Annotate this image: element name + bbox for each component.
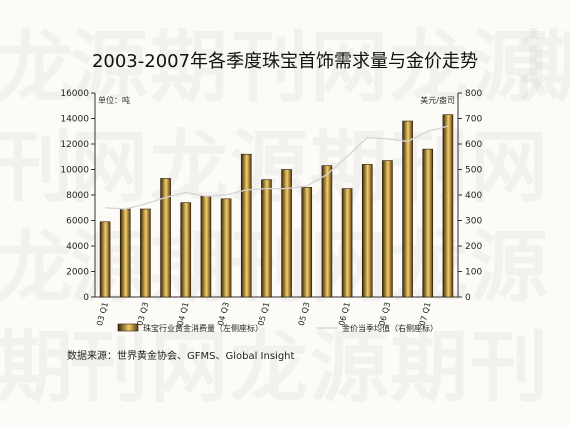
left-tick-label: 0 xyxy=(83,293,89,303)
bar xyxy=(140,208,151,298)
bar xyxy=(422,148,434,298)
right-tick-label: 400 xyxy=(465,191,482,201)
bar xyxy=(442,114,454,298)
legend-bar-swatch xyxy=(117,323,139,332)
bar xyxy=(261,179,272,298)
bar xyxy=(160,178,171,298)
bar xyxy=(281,169,292,298)
right-tick-label: 600 xyxy=(465,140,482,150)
bar xyxy=(321,165,333,298)
right-tick-label: 500 xyxy=(465,166,482,176)
left-tick-label: 14000 xyxy=(60,115,89,125)
price-line xyxy=(105,125,449,210)
right-tick-label: 300 xyxy=(465,217,482,227)
legend-bar-label: 珠宝行业黄金消费量（左侧座标） xyxy=(143,323,263,333)
left-tick-label: 2000 xyxy=(66,268,89,278)
right-tick-label: 200 xyxy=(465,242,482,252)
left-tick-label: 6000 xyxy=(66,217,89,227)
bar xyxy=(99,221,111,298)
bar xyxy=(240,153,252,298)
right-tick-label: 100 xyxy=(465,268,482,278)
bar xyxy=(200,195,212,298)
bar xyxy=(382,160,393,298)
left-tick-label: 8000 xyxy=(66,191,89,201)
axes: 0 2000 4000 6000 8000 10000 12000 14000 16000 0 10… xyxy=(60,89,482,303)
right-tick-label: 800 xyxy=(465,89,482,99)
bar xyxy=(180,202,192,298)
bar xyxy=(220,198,232,298)
left-tick-label: 16000 xyxy=(60,89,89,99)
bar xyxy=(341,188,353,298)
legend-line-label: 金价当季均值（右侧座标） xyxy=(342,323,438,333)
x-tick-label: 07 Q1 xyxy=(418,301,433,327)
bar xyxy=(119,208,131,298)
chart-title: 2003-2007年各季度珠宝首饰需求量与金价走势 xyxy=(92,51,478,72)
legend: 珠宝行业黄金消费量（左侧座标） 金价当季均值（右侧座标） xyxy=(117,323,438,333)
right-axis-unit: 美元/盎司 xyxy=(420,95,455,105)
x-tick-label: 04 Q3 xyxy=(216,301,231,327)
x-tick-label: 03 Q1 xyxy=(95,301,110,327)
x-tick-label: 05 Q3 xyxy=(297,301,312,327)
x-tick-label: 04 Q1 xyxy=(176,301,191,327)
x-tick-label: 06 Q1 xyxy=(337,301,352,327)
x-tick-label: 06 Q3 xyxy=(377,301,392,327)
left-axis-unit: 单位：吨 xyxy=(98,95,130,105)
right-tick-label: 0 xyxy=(465,293,471,303)
bar xyxy=(301,187,313,298)
x-tick-label: 05 Q1 xyxy=(256,301,271,327)
tick-labels: 03 Q1 03 Q3 04 Q1 04 Q3 05 Q1 05 Q3 06 Q1 06 Q3… xyxy=(95,301,433,327)
bar-series xyxy=(99,114,454,298)
right-tick-label: 700 xyxy=(465,115,482,125)
left-tick-label: 12000 xyxy=(60,140,89,150)
price-line-series xyxy=(105,125,449,210)
bar xyxy=(402,120,413,298)
x-tick-label: 03 Q3 xyxy=(135,301,150,327)
left-tick-label: 10000 xyxy=(60,166,89,176)
bar xyxy=(361,164,373,298)
left-tick-label: 4000 xyxy=(66,242,89,252)
source-note: 数据来源：世界黄金协会、GFMS、Global Insight xyxy=(67,349,295,362)
